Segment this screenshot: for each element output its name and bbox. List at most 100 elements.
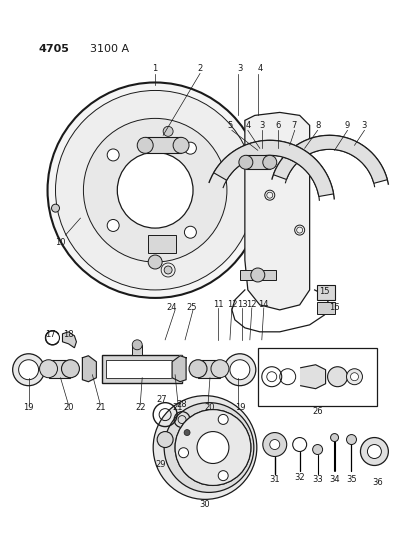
Text: 34: 34 <box>329 475 340 484</box>
Bar <box>132 345 142 355</box>
Text: 17: 17 <box>45 330 56 340</box>
Circle shape <box>55 91 255 290</box>
Circle shape <box>153 395 257 499</box>
Circle shape <box>148 255 162 269</box>
Circle shape <box>263 433 287 456</box>
Text: 24: 24 <box>167 303 177 312</box>
Text: 3100 A: 3100 A <box>91 44 129 54</box>
Text: 14: 14 <box>259 301 269 309</box>
Circle shape <box>175 410 251 486</box>
Bar <box>240 270 276 280</box>
Circle shape <box>164 266 172 274</box>
Bar <box>246 155 270 169</box>
Bar <box>317 285 335 300</box>
Circle shape <box>251 268 265 282</box>
Circle shape <box>313 445 323 455</box>
Text: 20: 20 <box>205 403 215 412</box>
Text: 18: 18 <box>63 330 74 340</box>
Bar <box>49 360 71 378</box>
Circle shape <box>350 373 359 381</box>
Text: 20: 20 <box>63 403 74 412</box>
Text: 26: 26 <box>312 407 323 416</box>
Circle shape <box>189 360 207 378</box>
Circle shape <box>218 471 228 481</box>
Text: 3: 3 <box>259 121 264 130</box>
Circle shape <box>368 445 381 458</box>
Text: 22: 22 <box>135 403 146 412</box>
Circle shape <box>218 415 228 424</box>
Text: 3: 3 <box>362 121 367 130</box>
Text: 36: 36 <box>372 478 383 487</box>
Bar <box>148 235 176 253</box>
Text: 12: 12 <box>246 301 257 309</box>
Polygon shape <box>62 332 76 348</box>
Circle shape <box>117 152 193 228</box>
Circle shape <box>270 440 280 449</box>
Polygon shape <box>301 365 326 389</box>
Circle shape <box>211 360 229 378</box>
Text: 25: 25 <box>187 303 197 312</box>
Circle shape <box>132 340 142 350</box>
Text: 21: 21 <box>173 403 183 412</box>
Polygon shape <box>82 356 96 382</box>
Text: 6: 6 <box>275 121 280 130</box>
Text: 9: 9 <box>345 121 350 130</box>
Circle shape <box>83 118 227 262</box>
Text: 4: 4 <box>257 64 262 73</box>
Circle shape <box>137 138 153 154</box>
Circle shape <box>179 448 188 458</box>
Bar <box>106 360 178 378</box>
Circle shape <box>175 410 251 486</box>
Bar <box>102 355 182 383</box>
Text: 3: 3 <box>237 64 243 73</box>
Circle shape <box>330 433 339 441</box>
Circle shape <box>13 354 44 386</box>
Text: 19: 19 <box>235 403 245 412</box>
Circle shape <box>40 360 58 378</box>
Circle shape <box>239 155 253 169</box>
Text: 27: 27 <box>157 395 167 404</box>
Circle shape <box>157 432 173 448</box>
Text: 4: 4 <box>245 121 251 130</box>
Polygon shape <box>172 356 186 382</box>
Text: 13: 13 <box>237 301 248 309</box>
Polygon shape <box>245 112 310 310</box>
Circle shape <box>346 369 362 385</box>
Circle shape <box>107 149 119 161</box>
Text: 29: 29 <box>155 460 165 469</box>
Text: 5: 5 <box>227 121 233 130</box>
Circle shape <box>184 142 196 154</box>
Text: 33: 33 <box>312 475 323 484</box>
Circle shape <box>51 204 60 212</box>
Circle shape <box>107 220 119 231</box>
Circle shape <box>164 402 254 492</box>
Text: 32: 32 <box>294 473 305 482</box>
Text: 11: 11 <box>213 301 223 309</box>
Text: 1: 1 <box>153 64 158 73</box>
Circle shape <box>230 360 250 379</box>
Bar <box>258 348 377 406</box>
Text: 12: 12 <box>227 301 237 309</box>
Circle shape <box>62 360 80 378</box>
Circle shape <box>19 360 39 379</box>
Circle shape <box>328 367 348 386</box>
Circle shape <box>197 432 229 464</box>
Text: 4705: 4705 <box>39 44 69 54</box>
Circle shape <box>184 430 190 435</box>
Text: 19: 19 <box>23 403 34 412</box>
Text: 31: 31 <box>269 475 280 484</box>
Polygon shape <box>214 140 334 197</box>
Text: 30: 30 <box>200 500 210 509</box>
Text: 8: 8 <box>315 121 320 130</box>
Circle shape <box>173 138 189 154</box>
Polygon shape <box>273 135 387 183</box>
Bar <box>198 360 220 378</box>
Text: 16: 16 <box>329 303 340 312</box>
Bar <box>145 138 181 154</box>
Text: 15: 15 <box>319 287 330 296</box>
Circle shape <box>263 155 277 169</box>
Text: 35: 35 <box>346 475 357 484</box>
Text: 28: 28 <box>177 400 187 409</box>
Circle shape <box>163 126 173 136</box>
Circle shape <box>48 83 263 298</box>
